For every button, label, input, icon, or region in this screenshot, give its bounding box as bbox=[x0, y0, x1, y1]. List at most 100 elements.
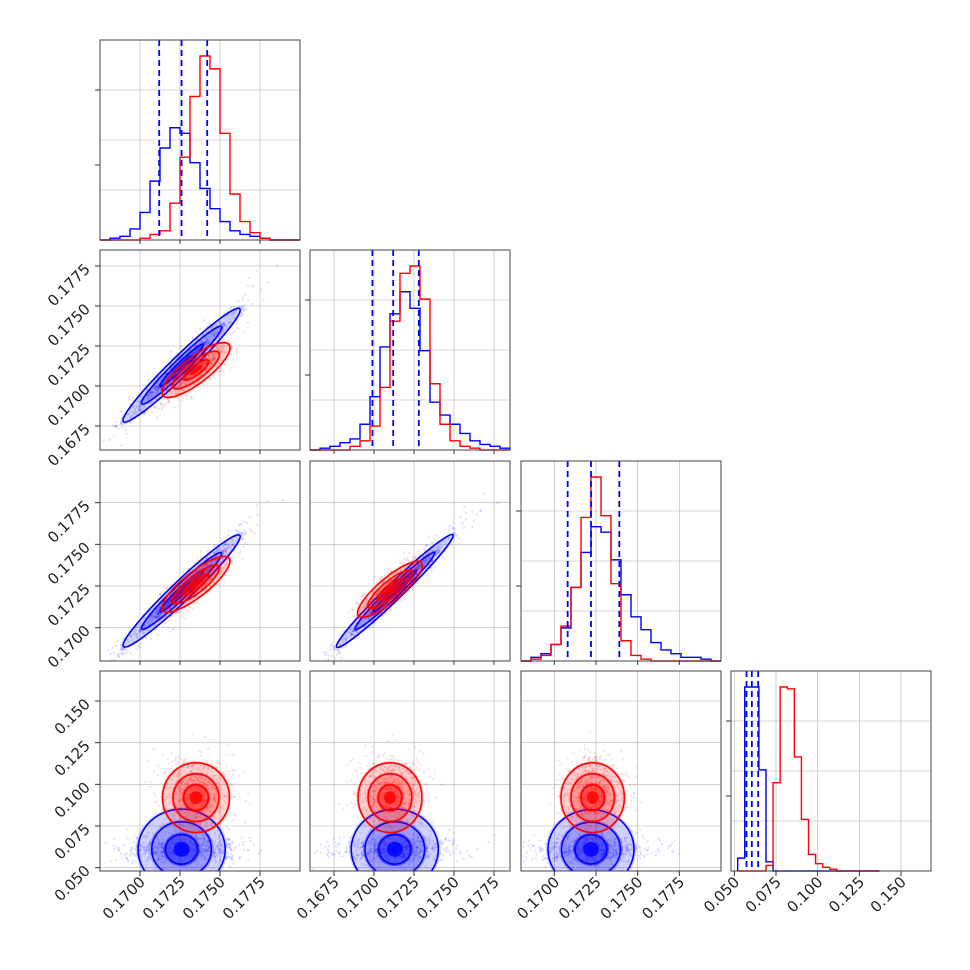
scatter-point bbox=[156, 389, 160, 392]
scatter-point bbox=[207, 354, 210, 357]
scatter-point bbox=[201, 356, 204, 360]
scatter-point bbox=[128, 854, 132, 858]
scatter-point bbox=[166, 398, 170, 401]
scatter-point bbox=[232, 848, 235, 852]
scatter-point bbox=[184, 596, 187, 600]
scatter-point bbox=[157, 389, 160, 392]
scatter-point bbox=[195, 812, 199, 816]
scatter-point bbox=[205, 360, 208, 364]
scatter-point bbox=[220, 556, 224, 560]
scatter-point bbox=[119, 649, 122, 652]
scatter-point bbox=[233, 548, 237, 552]
scatter-point bbox=[228, 865, 232, 868]
scatter-point bbox=[338, 643, 341, 647]
scatter-point bbox=[180, 797, 183, 800]
scatter-point bbox=[401, 572, 405, 575]
scatter-point bbox=[195, 569, 199, 572]
scatter-point bbox=[220, 568, 223, 571]
scatter-point bbox=[250, 530, 254, 533]
scatter-point bbox=[135, 633, 139, 636]
scatter-point bbox=[212, 330, 215, 333]
scatter-point bbox=[181, 586, 184, 590]
scatter-point bbox=[197, 854, 200, 857]
scatter-point bbox=[203, 856, 206, 859]
scatter-point bbox=[417, 549, 420, 553]
scatter-point bbox=[380, 599, 384, 603]
scatter-point bbox=[187, 575, 191, 578]
scatter-point bbox=[156, 616, 159, 619]
scatter-point bbox=[172, 852, 175, 855]
scatter-point bbox=[217, 348, 221, 351]
scatter-point bbox=[403, 578, 407, 582]
scatter-point bbox=[233, 311, 236, 314]
scatter-point bbox=[440, 545, 443, 548]
scatter-point bbox=[187, 764, 190, 768]
scatter-point bbox=[407, 583, 410, 586]
scatter-point bbox=[205, 563, 208, 567]
scatter-point bbox=[204, 849, 208, 852]
scatter-point bbox=[166, 615, 170, 618]
scatter-point bbox=[200, 843, 204, 847]
scatter-point bbox=[169, 846, 172, 850]
scatter-point bbox=[173, 611, 176, 614]
scatter-point bbox=[154, 611, 157, 614]
scatter-point bbox=[402, 567, 405, 570]
scatter-point bbox=[447, 537, 450, 540]
scatter-point bbox=[157, 773, 160, 777]
scatter-point bbox=[198, 768, 202, 772]
scatter-point bbox=[190, 788, 194, 792]
scatter-point bbox=[227, 838, 230, 842]
scatter-point bbox=[158, 602, 161, 606]
scatter-point bbox=[300, 672, 302, 674]
scatter-point bbox=[135, 632, 138, 636]
scatter-point bbox=[238, 856, 241, 860]
scatter-point bbox=[230, 857, 233, 860]
scatter-point bbox=[363, 609, 366, 613]
scatter-point bbox=[194, 775, 197, 779]
scatter-point bbox=[357, 617, 360, 621]
scatter-point bbox=[159, 612, 163, 615]
scatter-point bbox=[188, 353, 191, 356]
scatter-point bbox=[152, 748, 156, 751]
histogram-red bbox=[100, 55, 300, 241]
scatter-point bbox=[169, 600, 172, 604]
scatter-point bbox=[407, 564, 411, 567]
scatter-point bbox=[150, 621, 153, 624]
scatter-point bbox=[395, 583, 399, 587]
scatter-point bbox=[158, 842, 162, 846]
scatter-point bbox=[355, 629, 358, 633]
scatter-point bbox=[128, 417, 132, 420]
scatter-point bbox=[156, 842, 160, 845]
scatter-point bbox=[262, 298, 265, 301]
scatter-point bbox=[225, 856, 228, 859]
scatter-point bbox=[411, 566, 414, 570]
scatter-point bbox=[441, 540, 445, 543]
scatter-point bbox=[402, 571, 406, 575]
scatter-point bbox=[399, 599, 402, 602]
scatter-point bbox=[164, 388, 167, 392]
scatter-point bbox=[371, 610, 374, 614]
scatter-point bbox=[199, 848, 202, 852]
scatter-point bbox=[196, 860, 199, 863]
scatter-point bbox=[230, 857, 233, 861]
scatter-point bbox=[159, 402, 163, 406]
scatter-point bbox=[221, 346, 224, 350]
scatter-point bbox=[203, 357, 207, 360]
scatter-point bbox=[223, 542, 227, 545]
scatter-point bbox=[322, 651, 326, 654]
scatter-point bbox=[156, 610, 160, 613]
scatter-point bbox=[146, 856, 150, 860]
scatter-point bbox=[148, 843, 151, 846]
scatter-point bbox=[368, 611, 371, 614]
scatter-point bbox=[149, 391, 153, 395]
scatter-point bbox=[171, 839, 175, 842]
scatter-point bbox=[209, 347, 213, 350]
scatter-point bbox=[198, 850, 202, 854]
scatter-point bbox=[155, 392, 159, 395]
scatter-point bbox=[411, 556, 415, 559]
scatter-point bbox=[206, 550, 210, 554]
scatter-point bbox=[155, 851, 158, 855]
scatter-point bbox=[372, 590, 375, 594]
density-fill-blue bbox=[173, 841, 190, 857]
scatter-point bbox=[161, 845, 164, 848]
